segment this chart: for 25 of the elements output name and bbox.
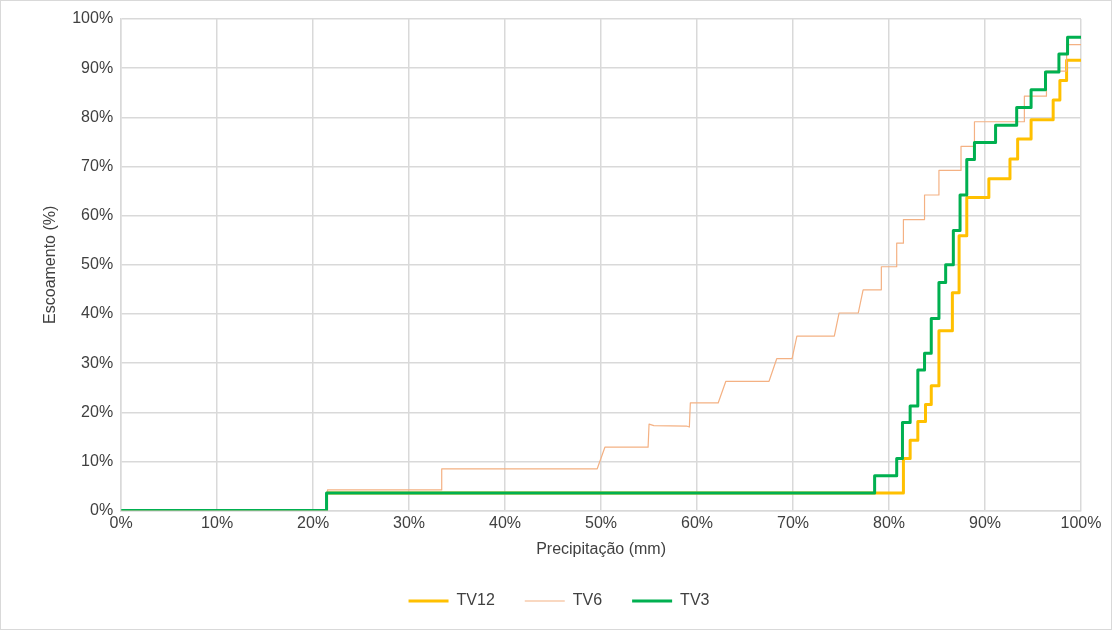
y-tick-label: 100% xyxy=(72,9,114,27)
y-tick-label: 10% xyxy=(81,451,114,469)
y-axis-title: Escoamento (%) xyxy=(41,205,59,324)
x-tick-label: 80% xyxy=(873,513,906,531)
x-tick-label: 70% xyxy=(777,513,810,531)
x-tick-label: 50% xyxy=(585,513,618,531)
legend-label: TV3 xyxy=(680,591,710,609)
y-tick-label: 70% xyxy=(81,156,114,174)
x-tick-label: 10% xyxy=(201,513,234,531)
x-axis-title: Precipitação (mm) xyxy=(536,539,666,557)
y-tick-label: 30% xyxy=(81,353,114,371)
x-tick-label: 100% xyxy=(1060,513,1102,531)
legend-label: TV6 xyxy=(572,591,603,609)
x-tick-label: 30% xyxy=(393,513,426,531)
y-tick-label: 60% xyxy=(81,206,114,224)
y-tick-label: 90% xyxy=(81,58,114,76)
x-tick-label: 90% xyxy=(969,513,1002,531)
x-tick-label: 60% xyxy=(681,513,714,531)
y-tick-label: 80% xyxy=(81,107,114,125)
y-tick-label: 50% xyxy=(81,255,114,273)
x-tick-label: 20% xyxy=(297,513,330,531)
y-tick-label: 20% xyxy=(81,402,114,420)
y-tick-label: 40% xyxy=(81,304,114,322)
x-tick-label: 40% xyxy=(489,513,522,531)
legend-label: TV12 xyxy=(456,591,495,609)
